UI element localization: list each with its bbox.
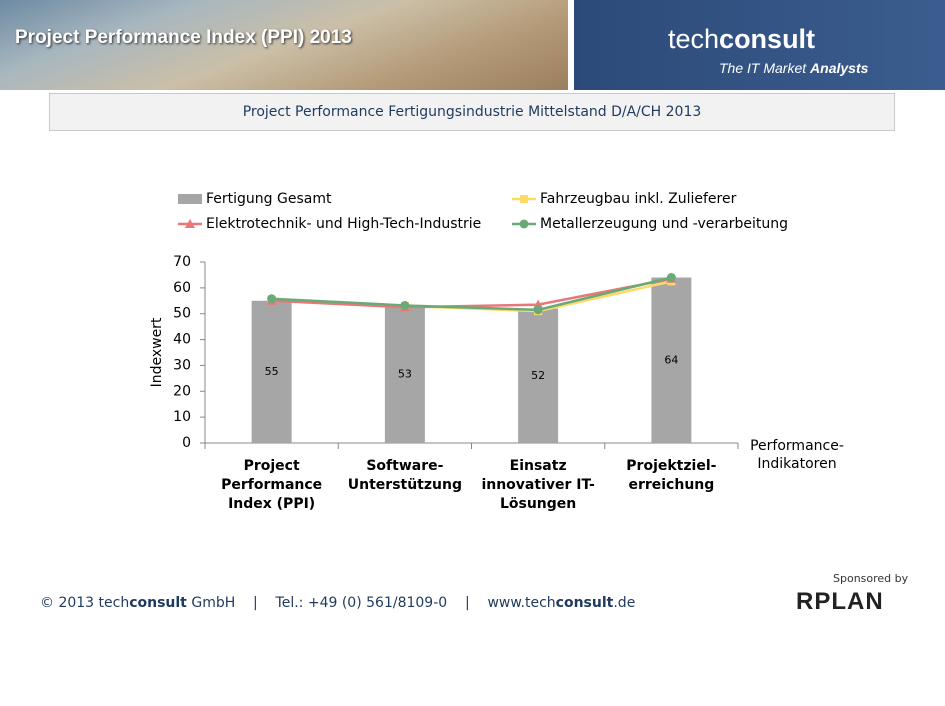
bar [651,277,692,443]
logo-panel [574,0,945,90]
point [666,273,676,283]
y-tick-label: 10 [173,409,191,425]
footer-part: .de [613,595,636,611]
y-tick-label: 0 [182,435,191,451]
y-tick-label: 50 [173,306,191,322]
x-tick-label: Projektziel-erreichung [626,458,717,493]
y-axis-title: Indexwert [149,317,165,387]
point [400,300,410,310]
line [271,276,672,312]
y-tick-label: 60 [173,280,191,296]
subtitle-box: Project Performance Fertigungsindustrie … [49,93,895,131]
bar [384,305,425,443]
bar-value-label: 55 [265,365,279,378]
point [267,294,277,304]
footer: © 2013 techconsult GmbH | Tel.: +49 (0) … [40,595,635,611]
y-tick-label: 40 [173,332,191,348]
sponsor-logo: RPLAN [796,588,884,615]
tagline: The IT Market Analysts [719,60,868,76]
sponsor-label: Sponsored by [833,572,909,585]
x-tick-label: Software-Unterstützung [347,458,462,493]
tagline-part: The IT Market [719,60,811,76]
tagline-part: Analysts [810,60,869,76]
legend-label: Elektrotechnik- und High-Tech-Industrie [206,216,481,232]
point [533,305,543,315]
footer-part: © 2013 tech [40,595,130,611]
footer-part: GmbH | Tel.: +49 (0) 561/8109-0 | www.te… [186,595,556,611]
legend-label: Metallerzeugung und -verarbeitung [540,216,788,232]
bar-value-label: 52 [531,369,545,382]
legend-marker [185,219,195,228]
y-tick-label: 20 [173,383,191,399]
bar [518,308,559,443]
line [271,277,672,309]
y-tick-label: 70 [173,254,191,270]
legend-marker [520,195,528,203]
logo-part: tech [668,24,720,54]
legend-swatch [178,194,202,204]
bar-value-label: 53 [398,367,412,380]
subtitle: Project Performance Fertigungsindustrie … [242,104,702,120]
bar [251,300,292,443]
legend-label: Fahrzeugbau inkl. Zulieferer [540,191,737,207]
chart: 0 10 20 30 40 50 60 70 Indexwert 55 53 52 64 Fertigun… [149,191,788,451]
footer-part: consult [555,595,614,611]
x-tick-label: Einsatz innovativer IT-Lösungen [481,458,595,512]
bar-value-label: 64 [664,353,678,366]
legend-label: Fertigung Gesamt [206,191,332,207]
footer-part: consult [129,595,187,611]
slide-title: Project Performance Index (PPI) 2013 [15,27,352,48]
y-tick-label: 30 [173,357,191,373]
x-tick-label: Project Performance Index (PPI) [221,458,323,512]
logo: techconsult [668,24,815,55]
legend-marker [519,219,529,229]
logo-part: consult [719,24,816,54]
x-axis-title: Performance-Indikatoren [750,438,844,472]
header-image [0,0,568,90]
